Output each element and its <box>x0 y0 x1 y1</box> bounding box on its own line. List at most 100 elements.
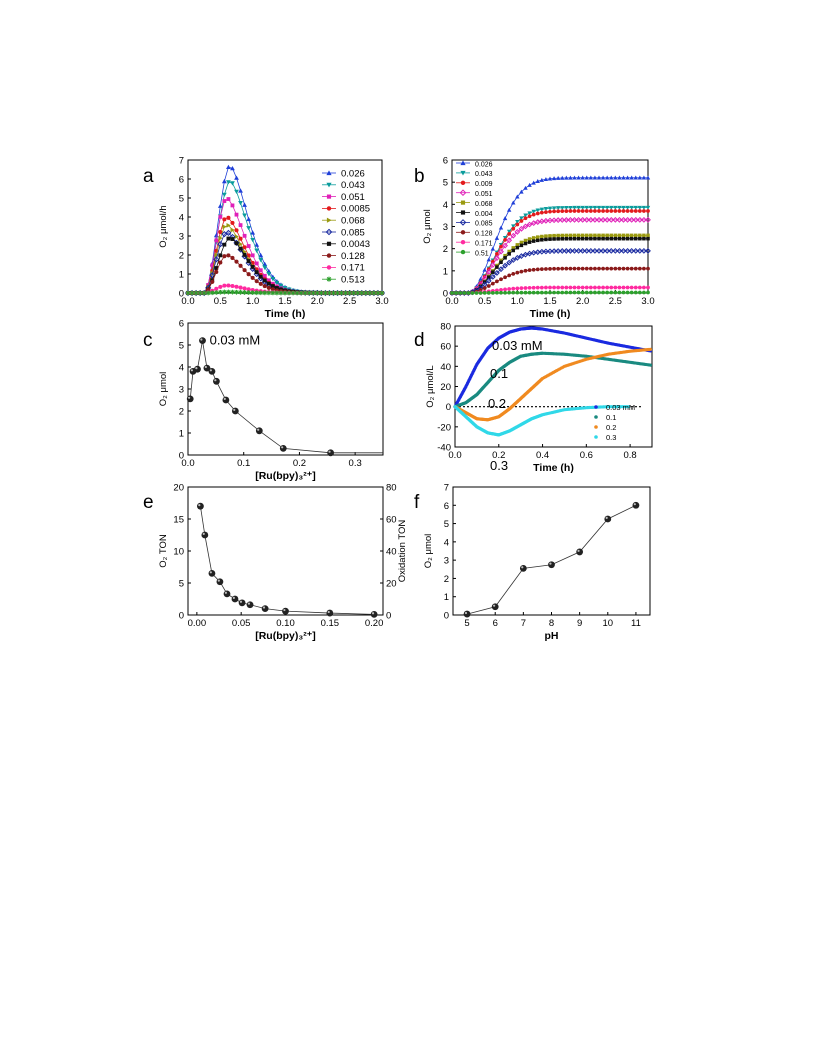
data-point <box>214 238 219 243</box>
data-point <box>638 236 642 241</box>
data-point <box>547 176 553 181</box>
series-0.1 <box>453 351 653 409</box>
data-point <box>612 247 619 254</box>
data-point <box>597 290 601 295</box>
data-point <box>222 254 227 259</box>
data-point <box>194 365 201 373</box>
data-point <box>584 285 589 290</box>
data-point <box>262 290 268 296</box>
data-point <box>604 175 610 180</box>
data-point <box>335 290 340 296</box>
data-point-highlight <box>328 450 331 453</box>
data-point <box>587 216 594 223</box>
data-point <box>535 238 540 243</box>
data-point <box>298 290 304 296</box>
data-point <box>572 285 577 290</box>
data-point <box>629 175 634 180</box>
data-point <box>576 209 581 213</box>
data-point <box>609 175 614 180</box>
legend-label: 0.513 <box>341 275 365 286</box>
data-point <box>213 290 219 295</box>
data-point <box>597 285 601 290</box>
y-tick-label: 2 <box>179 407 184 418</box>
x-tick-label: 9 <box>577 618 582 629</box>
data-point <box>234 212 239 217</box>
data-point <box>551 248 557 255</box>
data-point <box>613 236 618 241</box>
data-point <box>575 247 582 254</box>
data-point <box>588 266 593 271</box>
data-point <box>576 205 581 210</box>
x-tick-label: 8 <box>549 618 554 629</box>
data-point-highlight <box>633 503 636 506</box>
data-point <box>600 247 606 254</box>
data-point <box>230 165 235 171</box>
data-point <box>544 267 548 271</box>
data-point <box>592 205 598 210</box>
data-point <box>327 449 335 457</box>
data-point <box>222 224 227 230</box>
data-point <box>470 291 475 295</box>
data-point <box>547 248 553 255</box>
data-point <box>589 233 593 238</box>
y-tick-label: 4 <box>443 200 448 211</box>
data-point-highlight <box>283 608 286 612</box>
data-point <box>544 210 548 214</box>
y-tick-label: 1 <box>444 592 449 603</box>
data-point <box>596 205 602 210</box>
data-point <box>270 276 276 282</box>
data-point <box>629 285 634 290</box>
data-point <box>613 285 618 290</box>
data-point <box>593 209 597 213</box>
data-point <box>645 205 651 210</box>
data-point-highlight <box>209 369 212 372</box>
data-point <box>230 220 235 225</box>
data-point <box>621 266 626 271</box>
data-point <box>466 291 471 295</box>
x-tick-label: 0.2 <box>293 458 306 469</box>
data-point <box>258 290 264 296</box>
data-point <box>564 285 569 290</box>
data-point <box>507 287 512 291</box>
legend-marker <box>459 219 467 226</box>
x-tick-label: 5 <box>464 618 469 629</box>
data-point <box>234 189 239 195</box>
data-point <box>629 266 634 271</box>
legend-marker <box>460 239 466 245</box>
y-tick-label: 5 <box>443 178 448 189</box>
data-point <box>502 235 508 240</box>
data-point <box>548 209 552 214</box>
data-point <box>589 236 593 241</box>
data-point <box>543 217 549 224</box>
data-point <box>538 248 545 255</box>
data-point <box>238 599 246 607</box>
data-point <box>499 290 503 295</box>
data-point <box>218 260 223 265</box>
data-point <box>592 175 598 180</box>
legend-label: 0.2 <box>606 423 616 432</box>
data-point <box>642 285 646 290</box>
data-point <box>552 266 556 271</box>
legend-marker <box>594 415 598 419</box>
data-point <box>593 285 597 290</box>
data-point <box>199 337 206 344</box>
data-point <box>597 209 601 213</box>
legend-label: 0.043 <box>341 180 365 191</box>
legend-marker <box>460 210 466 215</box>
data-point <box>527 211 532 216</box>
data-point <box>605 233 609 238</box>
y-tick-label: 0 <box>179 451 184 462</box>
data-point <box>527 237 532 241</box>
data-point <box>486 291 491 295</box>
data-point <box>560 233 565 238</box>
data-point <box>539 267 544 271</box>
data-point <box>523 216 528 221</box>
data-point <box>234 234 239 239</box>
data-point <box>637 175 643 180</box>
data-point <box>637 205 643 210</box>
y-tick-label: 5 <box>179 194 184 205</box>
panel-letter-b: b <box>414 166 425 187</box>
legend-label: 0.0085 <box>341 204 370 215</box>
y-tick-label: 60 <box>440 342 451 353</box>
data-point-highlight <box>605 516 608 520</box>
